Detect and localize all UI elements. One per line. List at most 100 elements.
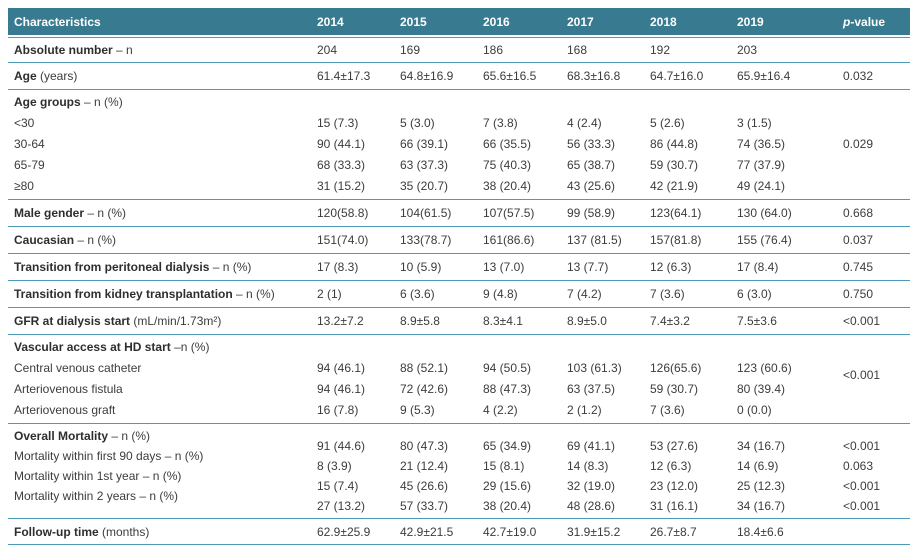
- cell-value: 155 (76.4): [737, 233, 792, 247]
- cell-value: 68.3±16.8: [567, 69, 621, 83]
- cell-value: 137 (81.5): [567, 233, 622, 247]
- p-value-cell: <0.001: [843, 439, 881, 453]
- cell-value: 13 (7.7): [567, 260, 609, 274]
- cell-value: 38 (20.4): [483, 499, 532, 513]
- cell-value: 130 (64.0): [737, 206, 792, 220]
- cell-value: 14 (6.9): [737, 459, 779, 473]
- cell-value: 0 (0.0): [737, 403, 772, 417]
- col-header-p-value: p-value: [843, 15, 904, 29]
- row-label-bold: Male gender: [14, 206, 85, 220]
- cell-value: 15 (7.4): [317, 479, 359, 493]
- cell-value: 7.4±3.2: [650, 314, 690, 328]
- col-header-2018: 2018: [650, 14, 677, 29]
- row-label-rest: Mortality within 1st year – n (%): [14, 469, 182, 483]
- cell-value: 18.4±6.6: [737, 524, 784, 539]
- cell-value: 204: [317, 43, 338, 57]
- cell-value: 3 (1.5): [737, 116, 772, 130]
- cell-value: 38 (20.4): [483, 179, 532, 193]
- col-header-2015: 2015: [400, 14, 427, 29]
- cell-value: 7.5±3.6: [737, 314, 777, 328]
- cell-value: 86 (44.8): [650, 137, 699, 151]
- sub-row-label: <30: [14, 116, 35, 130]
- row-label-bold: Age: [14, 69, 37, 83]
- cell-value: 31.9±15.2: [567, 524, 621, 539]
- row-label: Male gender – n (%): [14, 206, 317, 220]
- value-stack: 80 (47.3) 21 (12.4) 45 (26.6) 57 (33.7): [400, 426, 483, 516]
- group-header-bold: Age groups: [14, 95, 81, 109]
- cell-value: 63 (37.3): [400, 158, 449, 172]
- cell-value: 123(64.1): [650, 206, 702, 220]
- table-header-row: Characteristics 2014 2015 2016 2017 2018…: [8, 8, 910, 35]
- cell-value: 9 (4.8): [483, 287, 518, 301]
- cell-value: 25 (12.3): [737, 479, 786, 493]
- p-value-cell: 0.037: [843, 233, 874, 247]
- row-label: Transition from kidney transplantation –…: [14, 287, 317, 301]
- cell-value: 7 (3.8): [483, 116, 518, 130]
- col-header-2019: 2019: [737, 14, 764, 29]
- col-header-characteristics: Characteristics: [14, 14, 101, 29]
- cell-value: 43 (25.6): [567, 179, 616, 193]
- cell-value: 27 (13.2): [317, 499, 366, 513]
- row-label-bold: Transition from peritoneal dialysis: [14, 260, 210, 274]
- cell-value: 203: [737, 43, 758, 57]
- cell-value: 5 (2.6): [650, 116, 685, 130]
- cell-value: 104(61.5): [400, 206, 452, 220]
- cell-value: 8.3±4.1: [483, 314, 523, 328]
- p-value-cell: 0.668: [843, 206, 874, 220]
- row-label-rest: Mortality within 2 years – n (%): [14, 489, 179, 503]
- table-row: Absolute number – n 204 169 186 168 192 203: [8, 37, 910, 62]
- cell-value: 42 (21.9): [650, 179, 699, 193]
- row-label-rest: – n (%): [209, 260, 252, 274]
- cell-value: 63 (37.5): [567, 382, 616, 396]
- col-header-2016: 2016: [483, 14, 510, 29]
- cell-value: 94 (46.1): [317, 382, 366, 396]
- cell-value: 8.9±5.0: [567, 314, 607, 328]
- p-value-italic: p: [843, 14, 851, 29]
- cell-value: 94 (46.1): [317, 361, 366, 375]
- row-label-rest: – n: [112, 43, 133, 57]
- sub-row-label: 65-79: [14, 158, 45, 172]
- value-stack: 91 (44.6) 8 (3.9) 15 (7.4) 27 (13.2): [317, 426, 400, 516]
- cell-value: 10 (5.9): [400, 260, 442, 274]
- value-stack: 34 (16.7) 14 (6.9) 25 (12.3) 34 (16.7): [737, 426, 843, 516]
- row-label-bold: Transition from kidney transplantation: [14, 287, 233, 301]
- group-header: Age groups – n (%): [14, 92, 317, 113]
- row-label-bold: Absolute number: [14, 43, 113, 57]
- group-header-rest: – n (%): [80, 95, 123, 109]
- p-value-cell: 0.750: [843, 287, 874, 301]
- cell-value: 53 (27.6): [650, 439, 699, 453]
- cell-value: 48 (28.6): [567, 499, 616, 513]
- cell-value: 23 (12.0): [650, 479, 699, 493]
- cell-value: 45 (26.6): [400, 479, 449, 493]
- p-value-rest: -value: [850, 14, 886, 29]
- cell-value: 17 (8.3): [317, 260, 359, 274]
- sub-row-label: Central venous catheter: [14, 361, 142, 375]
- p-value-cell: 0.029: [843, 137, 874, 151]
- cell-value: 68 (33.3): [317, 158, 366, 172]
- row-label-bold: Caucasian: [14, 233, 75, 247]
- cell-value: 42.9±21.5: [400, 524, 454, 539]
- table-row: Caucasian – n (%) 151(74.0) 133(78.7) 161(8…: [8, 226, 910, 253]
- row-label: Transition from peritoneal dialysis – n …: [14, 260, 317, 274]
- group-header-rest: –n (%): [170, 340, 210, 354]
- table-row: Male gender – n (%) 120(58.8) 104(61.5) 107…: [8, 199, 910, 226]
- cell-value: 59 (30.7): [650, 158, 699, 172]
- group-header-bold: Vascular access at HD start: [14, 340, 171, 354]
- cell-value: 7 (4.2): [567, 287, 602, 301]
- sub-row-label: ≥80: [14, 179, 34, 193]
- cell-value: 6 (3.0): [737, 287, 772, 301]
- table-row: Transition from peritoneal dialysis – n …: [8, 253, 910, 280]
- cell-value: 56 (33.3): [567, 137, 616, 151]
- row-label: Mortality within first 90 days – n (%): [14, 446, 317, 466]
- cell-value: 7 (3.6): [650, 403, 685, 417]
- sub-row-label: 30-64: [14, 137, 45, 151]
- cell-value: 4 (2.4): [567, 116, 602, 130]
- sub-row-label: Arteriovenous fistula: [14, 382, 123, 396]
- cell-value: 34 (16.7): [737, 439, 786, 453]
- cell-value: 21 (12.4): [400, 459, 449, 473]
- row-label-rest: (mL/min/1.73m²): [130, 314, 222, 328]
- cell-value: 126(65.6): [650, 361, 702, 375]
- group-header: Vascular access at HD start –n (%): [14, 337, 317, 358]
- row-label-bold: Follow-up time: [14, 524, 99, 539]
- cell-value: 14 (8.3): [567, 459, 609, 473]
